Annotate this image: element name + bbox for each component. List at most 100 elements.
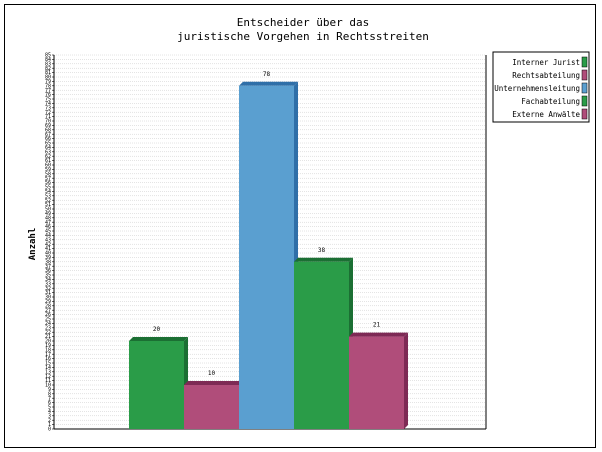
bar-top-face [129, 337, 188, 341]
y-tick-label: 4 [48, 409, 51, 415]
y-tick-label: 24 [45, 321, 51, 327]
bar-top-face [294, 257, 353, 262]
y-tick-label: 52 [45, 198, 51, 204]
legend-label: Rechtsabteilung [512, 71, 580, 80]
legend-swatch [581, 108, 588, 120]
y-tick-label: 22 [45, 330, 51, 336]
y-tick-label: 48 [45, 215, 51, 221]
data-label: 21 [373, 322, 381, 329]
y-tick-label: 5 [48, 405, 51, 411]
data-labels: 20 10 78 38 21 [153, 71, 381, 377]
y-tick-label: 81 [45, 70, 51, 76]
bar-front-face [129, 341, 184, 429]
y-tick-label: 15 [45, 361, 51, 367]
y-tick-label: 54 [45, 189, 51, 195]
data-label: 20 [153, 326, 161, 333]
bar-front-face [294, 261, 349, 429]
y-tick-label: 32 [45, 286, 51, 292]
y-tick-label: 23 [45, 325, 51, 331]
legend-box [492, 51, 590, 123]
y-tick-label: 14 [45, 365, 51, 371]
y-tick-label: 1 [48, 422, 51, 428]
y-tick-label: 67 [45, 132, 51, 138]
bar [129, 337, 188, 429]
y-tick-label: 19 [45, 343, 51, 349]
bar-top-face [184, 381, 243, 385]
y-tick-label: 58 [45, 171, 51, 177]
y-tick-label: 28 [45, 303, 51, 309]
chart-title-line-2: juristische Vorgehen in Rechtsstreiten [177, 30, 429, 43]
y-tick-label: 0 [48, 427, 51, 433]
y-tick-label: 49 [45, 211, 51, 217]
bar-top-face [349, 332, 408, 337]
data-label: 10 [208, 370, 216, 377]
y-tick-label: 62 [45, 154, 51, 160]
y-tick-label: 31 [45, 290, 51, 296]
legend-swatch [581, 69, 588, 81]
y-tick-label: 43 [45, 237, 51, 243]
y-tick-label: 13 [45, 369, 51, 375]
y-tick-label: 7 [48, 396, 51, 402]
y-tick-label: 60 [45, 163, 51, 169]
y-tick-label: 36 [45, 268, 51, 274]
y-tick-label: 55 [45, 185, 51, 191]
y-tick-label: 40 [45, 251, 51, 257]
bar [239, 81, 298, 430]
y-tick-label: 46 [45, 224, 51, 230]
legend: Interner Jurist Rechtsabteilung Unternehme… [492, 51, 590, 123]
y-tick-label: 65 [45, 141, 51, 147]
y-tick-label: 80 [45, 75, 51, 81]
y-tick-label: 25 [45, 317, 51, 323]
y-tick-label: 57 [45, 176, 51, 182]
y-tick-label: 37 [45, 264, 51, 270]
y-tick-label: 78 [45, 83, 51, 89]
y-tick-label: 33 [45, 281, 51, 287]
y-tick-label: 10 [45, 383, 51, 389]
y-tick-label: 72 [45, 110, 51, 116]
y-tick-label: 83 [45, 61, 51, 67]
y-tick-label: 27 [45, 308, 51, 314]
y-tick-label: 77 [45, 88, 51, 94]
y-tick-label: 41 [45, 246, 51, 252]
y-tick-label: 76 [45, 92, 51, 98]
legend-label: Unternehmensleitung [494, 84, 580, 93]
y-tick-label: 74 [45, 101, 51, 107]
y-tick-label: 63 [45, 149, 51, 155]
y-tick-label: 21 [45, 334, 51, 340]
y-tick-label: 42 [45, 242, 51, 248]
y-tick-label: 51 [45, 202, 51, 208]
y-tick-label: 11 [45, 378, 51, 384]
y-tick-label: 34 [45, 277, 51, 283]
bar [294, 257, 353, 429]
y-tick-label: 75 [45, 97, 51, 103]
bar-front-face [184, 385, 239, 429]
legend-swatch [581, 82, 588, 94]
bar-front-face [239, 85, 294, 430]
bar-top-face [239, 81, 298, 86]
y-tick-label: 84 [45, 57, 51, 63]
y-tick-label: 47 [45, 220, 51, 226]
data-label: 38 [318, 247, 326, 254]
bar-front-face [349, 336, 404, 429]
y-tick-label: 17 [45, 352, 51, 358]
bar [349, 332, 408, 429]
y-tick-label: 2 [48, 418, 51, 424]
bar [184, 381, 243, 429]
y-tick-label: 26 [45, 312, 51, 318]
legend-label: Externe Anwälte [512, 110, 580, 119]
legend-label: Fachabteilung [521, 97, 580, 106]
y-tick-label: 70 [45, 119, 51, 125]
y-tick-label: 71 [45, 114, 51, 120]
y-tick-label: 16 [45, 356, 51, 362]
y-tick-label: 59 [45, 167, 51, 173]
y-tick-label: 8 [48, 391, 51, 397]
y-tick-label: 9 [48, 387, 51, 393]
bars [129, 81, 408, 430]
y-tick-label: 44 [45, 233, 51, 239]
y-axis-ticks: 0123456789101112131415161718192021222324… [45, 53, 54, 433]
y-tick-label: 29 [45, 299, 51, 305]
y-tick-label: 69 [45, 123, 51, 129]
y-tick-label: 61 [45, 158, 51, 164]
y-tick-label: 50 [45, 207, 51, 213]
